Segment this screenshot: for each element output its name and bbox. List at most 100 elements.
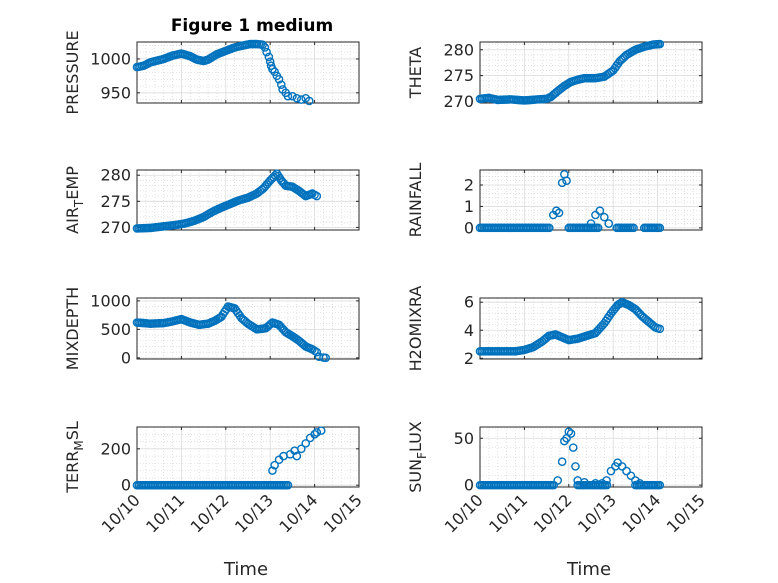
x-axis-label-right: Time (566, 559, 611, 580)
axes-box (479, 41, 703, 104)
data-point (597, 478, 607, 488)
y-axis-label: RAINFALL (406, 163, 425, 238)
data-point (296, 444, 306, 454)
data-point (564, 427, 574, 436)
data-point (602, 476, 611, 485)
x-tick-label: 10/11 (142, 490, 188, 536)
series-air_temp (132, 169, 322, 233)
data-point (276, 80, 286, 89)
axes-background (137, 427, 359, 487)
y-axis-label: SUNFLUX (406, 421, 429, 493)
data-point (262, 47, 271, 57)
data-point (591, 210, 600, 220)
data-point (617, 462, 627, 471)
x-tick-label: 10/13 (231, 490, 277, 536)
y-axis-label: TERRMSL (63, 421, 86, 494)
panel-h2omixra: 2 4 6 H2OMIXRA (406, 286, 703, 372)
panel-mixdepth: 0 500 1000 MIXDEPTH (63, 287, 360, 370)
y-tick-label: 1000 (90, 291, 131, 310)
y-tick-label: 280 (100, 166, 131, 185)
data-point (283, 480, 293, 490)
axes-box (136, 297, 360, 360)
data-point (604, 219, 614, 228)
x-tick-label: 10/15 (320, 490, 366, 536)
y-tick-label: 950 (100, 83, 131, 102)
x-tick-label: 10/13 (574, 490, 620, 536)
data-point (571, 462, 580, 471)
data-point (631, 476, 640, 485)
y-tick-label: 6 (464, 293, 474, 312)
x-tick-label: 10/10 (98, 490, 144, 536)
y-tick-label: 1000 (90, 49, 131, 68)
panel-pressure: 950 1000 PRESSURE (63, 30, 360, 115)
x-axis-label-left: Time (223, 559, 268, 580)
data-point (321, 353, 331, 363)
x-tick-label: 10/10 (441, 490, 487, 536)
data-point (260, 43, 270, 52)
data-point (292, 451, 302, 461)
data-point (655, 223, 665, 233)
y-tick-label: 275 (100, 192, 131, 211)
data-point (274, 74, 284, 84)
panel-theta: 270 275 280 THETA (406, 39, 703, 111)
y-tick-label: 270 (100, 218, 131, 237)
y-axis-label: MIXDEPTH (63, 287, 82, 370)
series-h2omixra (475, 297, 665, 356)
data-point (265, 57, 275, 66)
data-point (595, 206, 605, 216)
axes-box (479, 297, 703, 360)
data-point (283, 91, 293, 101)
series-pressure (132, 39, 314, 106)
data-point (602, 480, 612, 490)
data-point (622, 466, 631, 476)
data-point (264, 52, 274, 62)
data-point (310, 429, 319, 439)
y-axis-label: THETA (406, 47, 425, 99)
data-point (304, 96, 314, 106)
x-tick-label: 10/15 (663, 490, 709, 536)
series-terr_msl (132, 426, 326, 490)
x-tick-label: 10/12 (187, 490, 233, 536)
y-tick-label: 2 (464, 176, 474, 195)
data-point (635, 478, 645, 488)
data-point (544, 223, 554, 233)
data-point (655, 324, 665, 334)
axes-background (480, 42, 702, 103)
data-point (301, 439, 311, 448)
series-rainfall (475, 169, 665, 233)
data-point (580, 478, 589, 487)
data-point (593, 223, 603, 233)
y-tick-label: 50 (454, 429, 474, 448)
series-mixdepth (132, 302, 331, 363)
figure-title: Figure 1 medium (171, 16, 333, 36)
data-point (312, 428, 322, 437)
data-point (288, 91, 297, 101)
data-point (312, 191, 322, 201)
x-tick-label: 10/11 (485, 490, 531, 536)
x-tick-label: 10/14 (618, 490, 664, 536)
y-tick-label: 0 (121, 476, 131, 495)
data-point (554, 208, 564, 218)
y-tick-label: 1 (464, 197, 474, 216)
data-point (626, 471, 636, 481)
data-point (557, 178, 567, 188)
y-tick-label: 0 (464, 476, 474, 495)
data-point (655, 480, 665, 490)
data-point (629, 223, 638, 233)
data-point (568, 443, 578, 452)
axes-background (480, 170, 702, 230)
data-point (600, 212, 609, 222)
y-tick-label: 270 (443, 92, 474, 111)
data-point (606, 466, 616, 476)
series-sun_flux (475, 427, 665, 490)
y-axis-label: H2OMIXRA (406, 286, 425, 372)
y-tick-label: 275 (443, 66, 474, 85)
data-point (655, 39, 665, 49)
data-point (586, 219, 596, 228)
y-axis-label: AIRTEMP (63, 166, 86, 234)
y-tick-label: 280 (443, 40, 474, 59)
data-point (292, 93, 302, 103)
y-tick-label: 200 (100, 439, 131, 458)
